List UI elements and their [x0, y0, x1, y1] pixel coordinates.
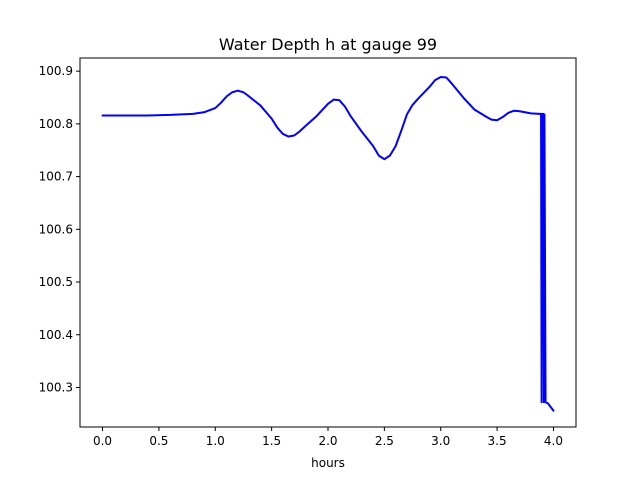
- x-axis: 0.0 0.5 1.0 1.5 2.0 2.5 3.0 3.5 4.0: [93, 427, 563, 448]
- x-tick-label: 2.0: [318, 434, 337, 448]
- x-tick-label: 1.0: [206, 434, 225, 448]
- x-tick-label: 3.5: [488, 434, 507, 448]
- y-tick-label: 100.3: [39, 380, 73, 394]
- y-tick-label: 100.9: [39, 64, 73, 78]
- x-tick-label: 0.0: [93, 434, 112, 448]
- water-depth-series-line: [101, 75, 555, 412]
- x-tick-label: 1.5: [262, 434, 281, 448]
- x-tick-label: 0.5: [149, 434, 168, 448]
- x-tick-label: 3.0: [431, 434, 450, 448]
- plot-area: 0.0 0.5 1.0 1.5 2.0 2.5 3.0 3.5 4.0 100.3100.410…: [39, 57, 577, 448]
- y-tick-label: 100.8: [39, 117, 73, 131]
- x-tick-label: 2.5: [375, 434, 394, 448]
- x-axis-label: hours: [311, 456, 345, 470]
- y-tick-label: 100.7: [39, 170, 73, 184]
- chart-title: Water Depth h at gauge 99: [219, 35, 437, 54]
- x-tick-label: 4.0: [544, 434, 563, 448]
- y-tick-label: 100.4: [39, 328, 73, 342]
- y-axis: 100.3 100.4 100.5 100.6 100.7 100.8 100.9: [39, 64, 80, 394]
- y-tick-label: 100.5: [39, 275, 73, 289]
- y-tick-label: 100.6: [39, 222, 73, 236]
